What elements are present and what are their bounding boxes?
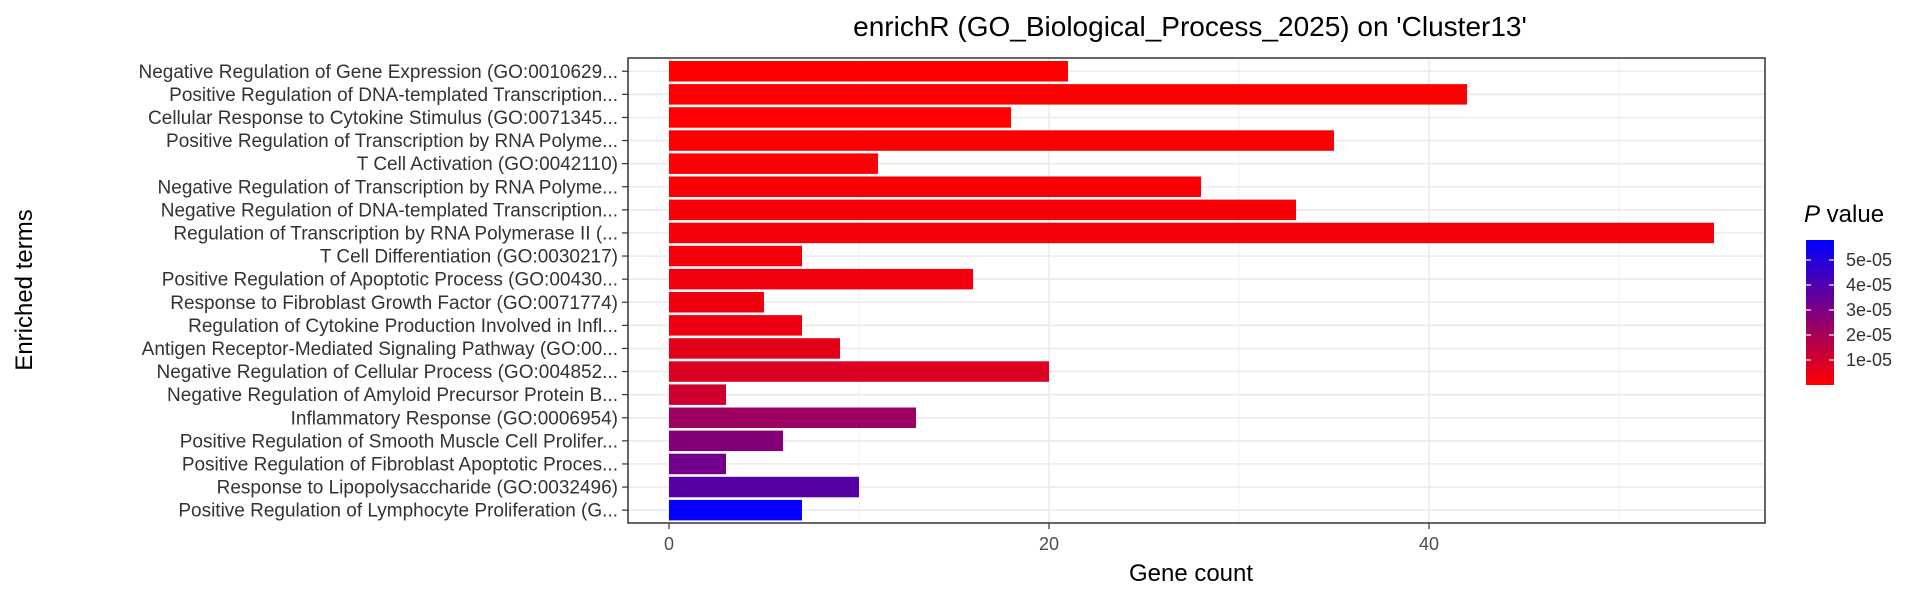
category-label: Antigen Receptor-Mediated Signaling Path…	[142, 339, 618, 360]
category-label: Negative Regulation of Transcription by …	[158, 177, 618, 198]
legend-ticks: 1e-05 2e-05 3e-05 4e-05 5e-05	[1806, 250, 1892, 370]
bar	[669, 222, 1714, 244]
bar	[669, 176, 1201, 197]
y-axis-label: Enriched terms	[11, 209, 38, 370]
x-tick-label: 0	[664, 534, 674, 554]
legend-tick-label: 5e-05	[1846, 250, 1892, 270]
bar	[669, 361, 1049, 382]
bar	[669, 384, 726, 405]
x-tick-label: 40	[1419, 534, 1439, 554]
legend-tick-label: 4e-05	[1846, 275, 1892, 295]
category-label: Negative Regulation of Gene Expression (…	[138, 62, 618, 83]
bar	[669, 130, 1334, 151]
category-label: Response to Lipopolysaccharide (GO:00324…	[217, 478, 618, 499]
bar	[669, 499, 802, 521]
bar	[669, 199, 1296, 221]
legend: P value 1e-05 2e-05 3e-05 4e-05 5e-05	[1804, 201, 1892, 385]
bar	[669, 84, 1467, 105]
x-tick-label: 20	[1039, 534, 1059, 554]
category-label: Response to Fibroblast Growth Factor (GO…	[170, 293, 618, 314]
category-label: Negative Regulation of Cellular Process …	[156, 362, 618, 383]
bar	[669, 407, 916, 428]
plot-border	[627, 57, 1766, 524]
category-label: Positive Regulation of Fibroblast Apopto…	[182, 454, 618, 475]
category-label: Inflammatory Response (GO:0006954)	[291, 408, 618, 429]
bar	[669, 430, 783, 452]
plot-panel	[628, 58, 1765, 523]
category-label: Cellular Response to Cytokine Stimulus (…	[148, 108, 618, 129]
category-label: Positive Regulation of Transcription by …	[166, 131, 618, 152]
bar	[669, 453, 726, 475]
bar	[669, 292, 764, 313]
category-label: Regulation of Transcription by RNA Polym…	[173, 223, 618, 244]
legend-tick-label: 2e-05	[1846, 325, 1892, 345]
category-label: Positive Regulation of DNA-templated Tra…	[169, 85, 618, 106]
category-label: Positive Regulation of Smooth Muscle Cel…	[180, 431, 618, 452]
bar	[669, 268, 973, 290]
bar	[669, 153, 878, 174]
category-labels: Negative Regulation of Gene Expression (…	[138, 62, 628, 522]
x-axis-label: Gene count	[1129, 560, 1253, 587]
legend-colorbar	[1806, 240, 1834, 385]
legend-title: P value	[1804, 201, 1884, 228]
category-label: Negative Regulation of Amyloid Precursor…	[167, 385, 618, 406]
x-axis-ticks: 0 20 40	[664, 523, 1439, 554]
category-label: Positive Regulation of Lymphocyte Prolif…	[178, 501, 618, 522]
bar	[669, 245, 802, 267]
bar	[669, 107, 1011, 128]
category-label: Positive Regulation of Apoptotic Process…	[162, 270, 618, 291]
bars-group	[669, 61, 1714, 521]
chart-title: enrichR (GO_Biological_Process_2025) on …	[853, 11, 1527, 42]
category-label: T Cell Differentiation (GO:0030217)	[320, 247, 618, 268]
bar	[669, 338, 840, 359]
category-label: Negative Regulation of DNA-templated Tra…	[161, 200, 618, 221]
legend-tick-label: 1e-05	[1846, 350, 1892, 370]
bar	[669, 61, 1068, 82]
legend-tick-label: 3e-05	[1846, 300, 1892, 320]
category-label: Regulation of Cytokine Production Involv…	[188, 316, 618, 337]
bar	[669, 476, 859, 498]
bar	[669, 315, 802, 336]
category-label: T Cell Activation (GO:0042110)	[357, 154, 618, 175]
